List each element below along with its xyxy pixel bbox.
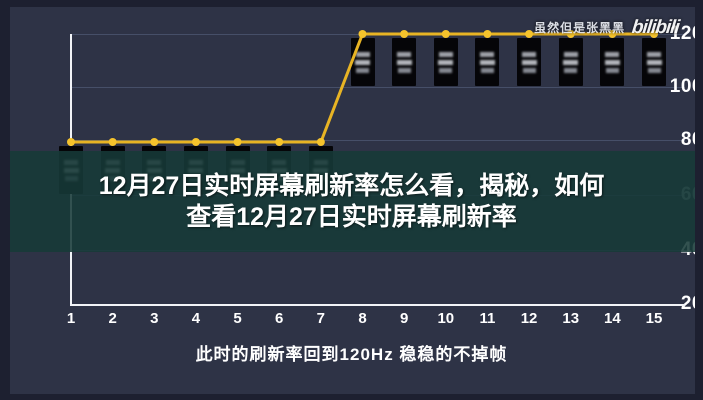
x-axis-label-14: 14 (604, 310, 621, 327)
x-axis-label-13: 13 (562, 310, 580, 327)
indicator-block (392, 38, 417, 86)
chart-caption: 此时的刷新率回到120Hz 稳稳的不掉帧 (195, 345, 508, 364)
x-axis-label-12: 12 (520, 310, 538, 327)
data-point-marker (67, 138, 75, 146)
y-axis-label-120: 120 (669, 23, 703, 44)
x-axis-line (70, 304, 685, 306)
x-axis-label-6: 6 (275, 310, 284, 327)
x-axis-label-2: 2 (108, 310, 117, 327)
x-axis-label-3: 3 (150, 310, 159, 327)
data-point-marker (566, 30, 575, 38)
frame-edge-left (0, 0, 10, 400)
indicator-block (600, 38, 625, 86)
indicator-block (433, 38, 458, 86)
data-point-marker (233, 138, 242, 146)
x-axis-label-15: 15 (645, 310, 663, 327)
gridline-100 (70, 87, 685, 88)
x-axis-label-8: 8 (358, 310, 367, 327)
bilibili-logo: bilibili (631, 17, 681, 38)
indicator-block (642, 38, 666, 86)
indicator-block (350, 38, 375, 86)
data-point-marker (608, 30, 617, 38)
line-path (69, 32, 656, 144)
data-point-marker (441, 30, 450, 38)
indicator-block (475, 38, 500, 86)
overlay-title-line-2: 查看12月27日实时屏幕刷新率 (186, 202, 517, 231)
indicator-block (558, 38, 583, 86)
x-axis-label-1: 1 (66, 310, 76, 327)
data-point-marker (483, 30, 492, 38)
refresh-rate-line-series (67, 30, 658, 146)
y-axis-label-100: 100 (669, 76, 703, 97)
data-point-marker (400, 30, 409, 38)
x-axis-label-7: 7 (316, 310, 326, 327)
line-markers (67, 30, 658, 146)
watermark-text: 虽然但是张黑黑 (534, 21, 626, 35)
title-overlay: 12月27日实时屏幕刷新率怎么看，揭秘，如何 查看12月27日实时屏幕刷新率 (0, 151, 703, 252)
x-axis-label-9: 9 (399, 310, 409, 327)
watermark: 虽然但是张黑黑 bilibili (534, 17, 681, 38)
data-point-marker (108, 138, 117, 146)
data-point-marker (358, 30, 367, 38)
frame-edge-right (695, 0, 703, 400)
indicator-block (517, 38, 542, 86)
x-axis-label-5: 5 (233, 310, 242, 327)
x-axis-label-11: 11 (479, 310, 496, 327)
data-point-marker (316, 138, 325, 146)
data-point-marker (525, 30, 534, 38)
gridline-80 (70, 140, 685, 141)
x-axis-label-10: 10 (437, 310, 455, 327)
frame-edge-bottom (0, 394, 703, 400)
frame-edge-top (0, 0, 703, 7)
data-point-marker (650, 30, 658, 38)
data-point-marker (275, 138, 284, 146)
overlay-title-line-1: 12月27日实时屏幕刷新率怎么看，揭秘，如何 (98, 172, 605, 200)
data-point-marker (191, 138, 200, 146)
x-axis-label-4: 4 (191, 310, 201, 327)
data-point-marker (150, 138, 159, 146)
